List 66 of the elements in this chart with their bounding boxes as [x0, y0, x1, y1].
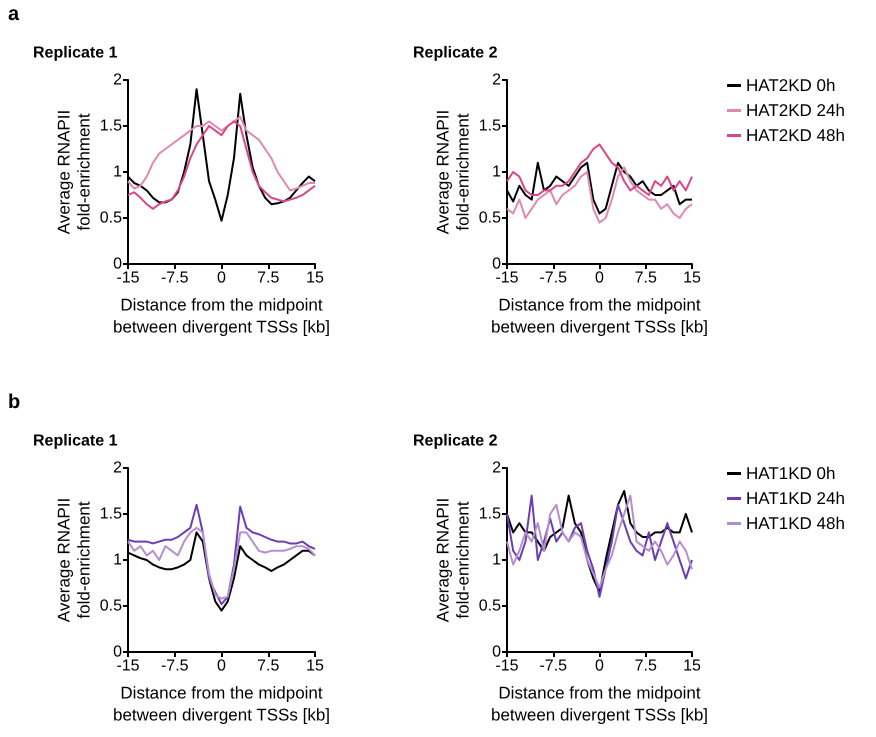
y-axis-title: Average RNAPII fold-enrichment — [434, 110, 472, 234]
y-tick-label: 0 — [113, 644, 122, 660]
y-tick-label: 0.5 — [478, 598, 502, 614]
line-series — [506, 143, 693, 196]
y-tick-label: 2 — [113, 72, 122, 88]
x-tick-label: 7.5 — [634, 270, 657, 286]
x-axis-title: Distance from the midpoint between divergent TSSs [kb] — [490, 296, 708, 336]
line-series — [127, 526, 316, 600]
line-series — [127, 116, 316, 192]
x-tick-label: -7.5 — [160, 658, 189, 674]
y-tick-label: 0.5 — [478, 210, 502, 226]
legend-label: HAT2KD 48h — [746, 126, 845, 145]
y-tick-label: 1 — [492, 164, 502, 180]
y-tick-label: 0 — [492, 644, 502, 660]
x-axis-title: Distance from the midpoint between divergent TSSs [kb] — [112, 296, 330, 336]
line-series — [127, 504, 316, 606]
x-tick-label: 0 — [217, 658, 226, 674]
y-tick-label: 1.5 — [100, 506, 122, 522]
y-tick-label: 2 — [492, 460, 502, 476]
x-tick-label: -15 — [495, 658, 519, 674]
x-tick-label: 15 — [683, 270, 701, 286]
x-tick-label: 15 — [306, 270, 324, 286]
legend-label: HAT1KD 24h — [746, 489, 845, 508]
x-tick-label: 15 — [306, 658, 324, 674]
x-tick-label: -15 — [495, 270, 519, 286]
x-tick-label: 7.5 — [257, 270, 280, 286]
y-tick-label: 0.5 — [100, 210, 122, 226]
x-tick-label: 0 — [217, 270, 226, 286]
y-tick-label: 0.5 — [100, 598, 122, 614]
x-tick-label: 7.5 — [257, 658, 280, 674]
y-tick-label: 1 — [492, 552, 502, 568]
chart-title: Replicate 1 — [33, 44, 118, 62]
line-series — [127, 120, 316, 210]
y-tick-label: 1.5 — [478, 506, 502, 522]
y-axis-title: Average RNAPII fold-enrichment — [54, 498, 94, 622]
y-tick-label: 2 — [492, 72, 502, 88]
y-tick-label: 2 — [113, 460, 122, 476]
y-tick-label: 0 — [492, 256, 502, 272]
legend-label: HAT1KD 48h — [746, 514, 845, 533]
x-tick-label: -7.5 — [539, 270, 568, 286]
y-tick-label: 0 — [113, 256, 122, 272]
x-tick-label: 0 — [595, 270, 604, 286]
x-axis-title: Distance from the midpoint between divergent TSSs [kb] — [112, 684, 330, 724]
chart-title: Replicate 1 — [33, 432, 118, 450]
text: b — [8, 391, 20, 413]
text: a — [8, 3, 20, 25]
x-tick-label: 7.5 — [634, 658, 657, 674]
x-tick-label: -7.5 — [160, 270, 189, 286]
legend-label: HAT2KD 0h — [746, 76, 836, 95]
x-tick-label: 15 — [683, 658, 701, 674]
legend-label: HAT2KD 24h — [746, 101, 845, 120]
line-series — [506, 166, 693, 224]
y-axis-title: Average RNAPII fold-enrichment — [434, 498, 472, 622]
x-tick-label: 0 — [595, 658, 604, 674]
y-tick-label: 1 — [113, 552, 122, 568]
y-axis-title: Average RNAPII fold-enrichment — [54, 110, 94, 234]
legend-label: HAT1KD 0h — [746, 464, 836, 483]
x-tick-label: -15 — [116, 270, 140, 286]
x-axis-title: Distance from the midpoint between divergent TSSs [kb] — [490, 684, 708, 724]
x-tick-label: -15 — [116, 658, 140, 674]
chart-title: Replicate 2 — [413, 44, 498, 62]
y-tick-label: 1 — [113, 164, 122, 180]
x-tick-label: -7.5 — [539, 658, 568, 674]
y-tick-label: 1.5 — [100, 118, 122, 134]
chart-title: Replicate 2 — [413, 432, 498, 450]
y-tick-label: 1.5 — [478, 118, 502, 134]
